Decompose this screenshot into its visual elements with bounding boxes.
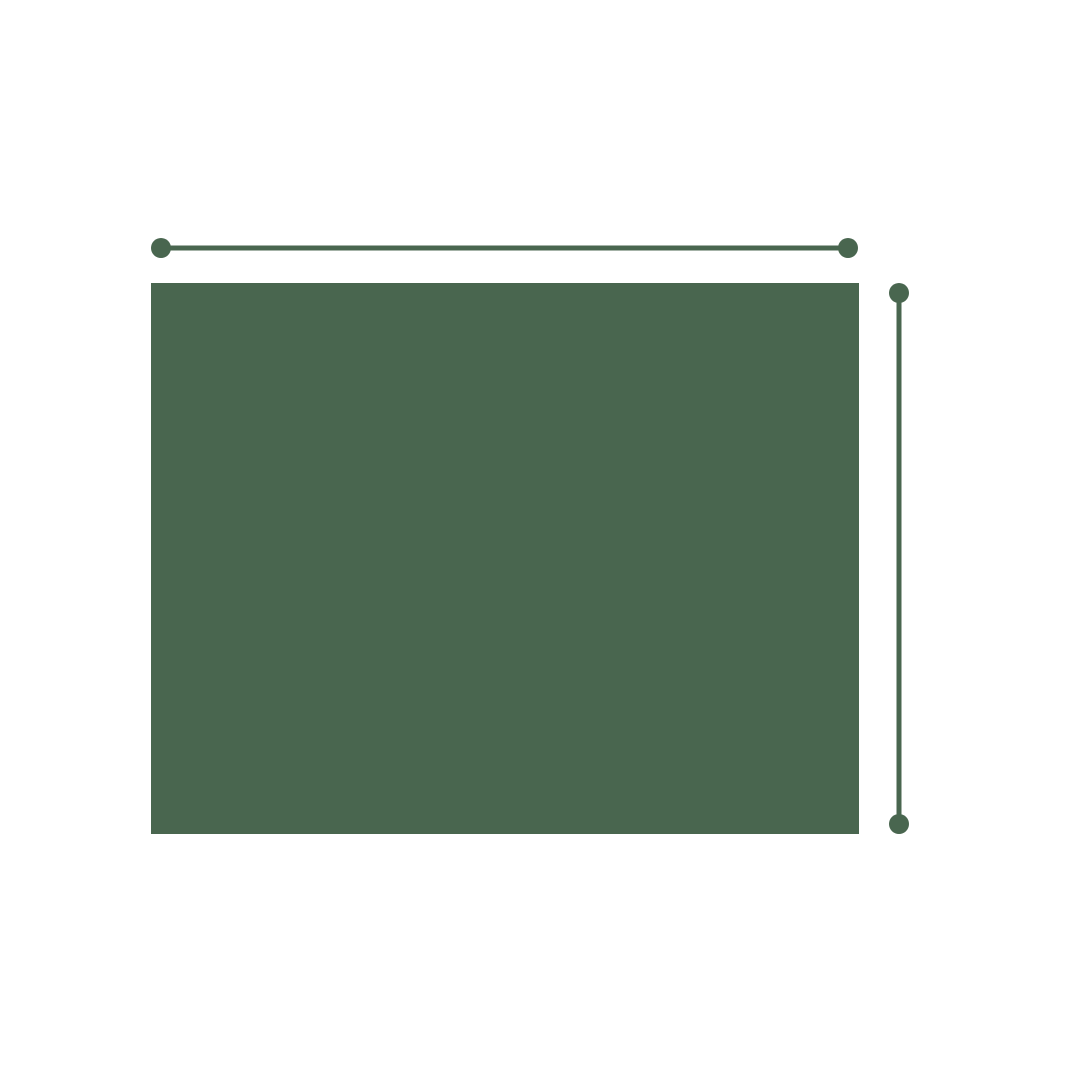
width-start-dot-icon (151, 238, 171, 258)
width-dimension-line (151, 238, 858, 258)
height-end-dot-icon (889, 814, 909, 834)
height-dimension-line (889, 283, 909, 834)
rectangle-shape (151, 283, 859, 834)
height-start-dot-icon (889, 283, 909, 303)
width-end-dot-icon (838, 238, 858, 258)
